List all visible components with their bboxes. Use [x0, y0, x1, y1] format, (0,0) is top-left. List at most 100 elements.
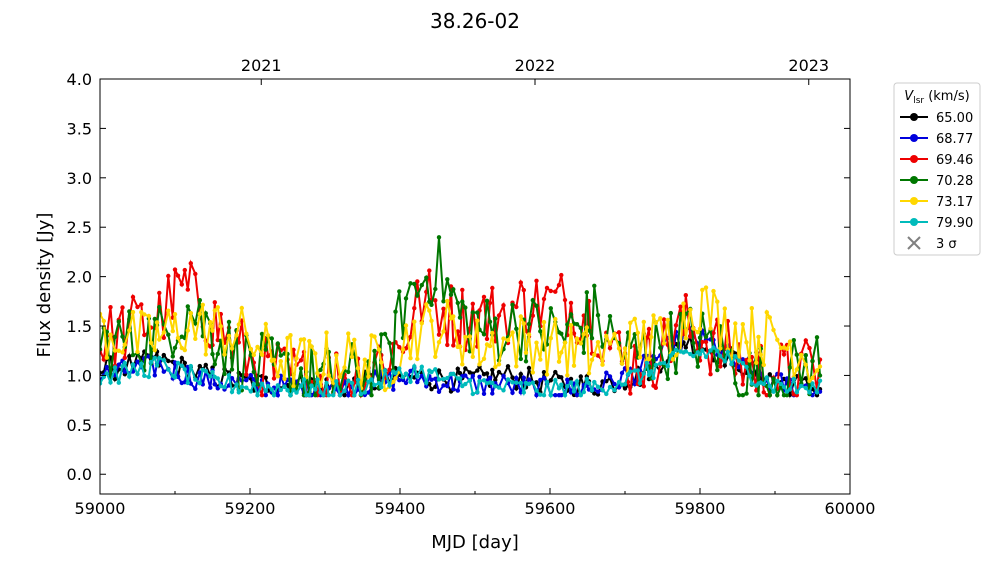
data-point — [226, 333, 232, 339]
data-point — [477, 378, 482, 384]
data-point — [518, 371, 523, 377]
data-point — [379, 360, 384, 365]
data-point — [212, 308, 217, 313]
data-point — [349, 354, 355, 360]
data-point — [510, 330, 515, 335]
data-point — [282, 346, 287, 351]
data-point — [487, 319, 493, 324]
data-point — [518, 356, 523, 362]
data-point — [215, 351, 220, 357]
data-point — [733, 381, 738, 386]
data-point — [740, 322, 745, 327]
data-point — [670, 357, 676, 362]
data-point — [673, 370, 679, 376]
data-point — [607, 345, 613, 351]
data-point — [157, 290, 162, 296]
data-point — [653, 385, 658, 390]
data-point — [135, 304, 140, 310]
legend-marker — [910, 113, 918, 121]
data-point — [740, 382, 745, 387]
data-point — [415, 374, 420, 379]
data-point — [481, 391, 487, 396]
data-point — [278, 359, 283, 364]
data-point — [803, 362, 808, 367]
data-point — [346, 393, 351, 398]
data-point — [100, 311, 103, 317]
data-point — [586, 380, 592, 386]
data-point — [412, 319, 417, 324]
data-point — [604, 370, 609, 375]
data-point — [179, 355, 184, 361]
legend-title: Vlsr (km/s) — [904, 89, 969, 106]
data-point — [436, 389, 442, 394]
data-point — [771, 376, 776, 381]
data-point — [222, 352, 227, 357]
data-point — [236, 322, 241, 327]
data-point — [622, 346, 628, 351]
data-point — [646, 372, 652, 378]
data-point — [400, 374, 406, 380]
data-point — [172, 345, 178, 350]
data-point — [722, 363, 727, 368]
data-point — [342, 365, 347, 370]
data-point — [112, 376, 118, 382]
data-point — [764, 375, 769, 380]
data-point — [568, 376, 574, 382]
data-point — [791, 338, 796, 343]
data-point — [496, 369, 502, 375]
data-point — [619, 361, 625, 366]
data-point — [259, 393, 265, 398]
data-point — [688, 307, 693, 312]
series-79.90 — [100, 345, 823, 399]
y-tick-label: 1.5 — [67, 317, 92, 336]
data-point — [424, 275, 429, 280]
data-point — [457, 371, 463, 376]
data-point — [530, 313, 535, 318]
data-point — [415, 379, 420, 385]
y-tick-label: 1.0 — [67, 366, 92, 385]
data-point — [331, 393, 336, 398]
data-point — [255, 344, 260, 350]
data-point — [229, 389, 235, 395]
data-point — [457, 344, 463, 349]
data-point — [142, 332, 147, 338]
data-point — [278, 387, 283, 393]
legend-item: 70.28 — [900, 174, 973, 189]
data-point — [288, 333, 293, 338]
data-point — [429, 387, 434, 392]
data-point — [541, 375, 547, 380]
data-point — [496, 313, 502, 318]
data-point — [229, 367, 235, 372]
data-point — [429, 369, 434, 375]
data-point — [744, 340, 749, 345]
data-point — [166, 332, 171, 337]
data-point — [397, 289, 402, 294]
data-point — [703, 334, 709, 339]
data-point — [761, 381, 766, 387]
data-point — [794, 390, 799, 395]
data-point — [146, 313, 151, 319]
data-point — [152, 373, 157, 378]
data-point — [665, 317, 670, 323]
data-point — [493, 384, 498, 389]
data-point — [172, 267, 178, 272]
data-point — [161, 335, 166, 340]
data-point — [559, 393, 564, 398]
data-point — [505, 377, 511, 382]
data-point — [412, 281, 417, 287]
x-tick-label: 59200 — [225, 499, 276, 518]
data-point — [635, 330, 640, 335]
data-point — [568, 312, 574, 317]
data-point — [767, 372, 772, 377]
data-point — [397, 345, 402, 350]
data-point — [553, 316, 558, 322]
data-point — [695, 330, 700, 335]
data-point — [683, 345, 688, 350]
data-point — [568, 380, 574, 385]
data-point — [514, 375, 519, 381]
data-point — [683, 349, 688, 354]
data-point — [400, 347, 406, 352]
data-point — [668, 310, 673, 316]
data-point — [324, 330, 329, 335]
data-point — [490, 367, 495, 373]
